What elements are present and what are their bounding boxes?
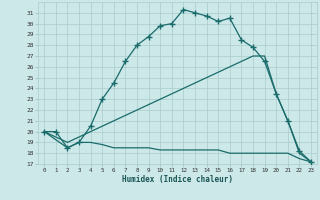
X-axis label: Humidex (Indice chaleur): Humidex (Indice chaleur) (122, 175, 233, 184)
